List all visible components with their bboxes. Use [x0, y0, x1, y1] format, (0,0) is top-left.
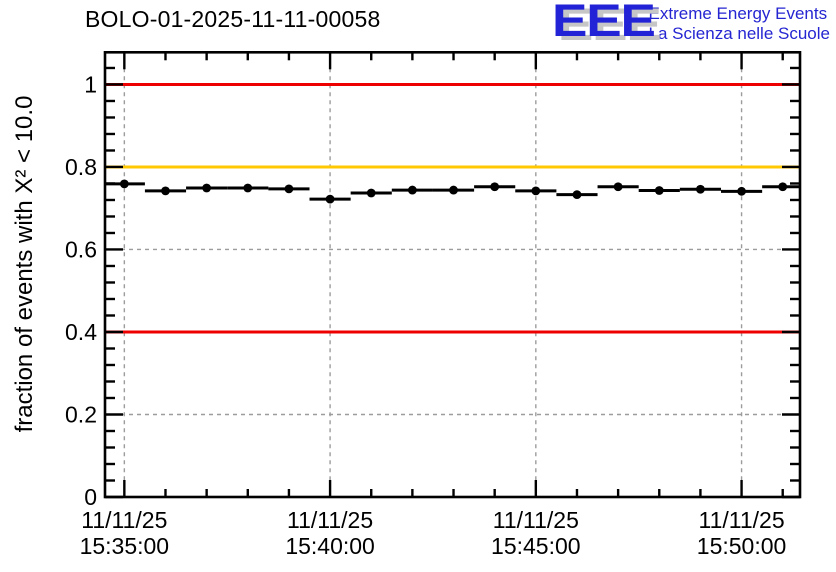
data-point-marker	[531, 186, 541, 196]
data-point-marker	[490, 182, 500, 192]
eee-logo-acronym: EEE	[552, 0, 656, 46]
x-tick-label-date: 11/11/25	[287, 507, 373, 533]
plot-frame	[103, 50, 802, 499]
data-point-marker	[572, 190, 582, 200]
eee-logo: EEE Extreme Energy Events La Scienza nel…	[552, 0, 830, 46]
data-point-marker	[243, 183, 253, 193]
data-point-marker	[778, 182, 788, 192]
data-point-marker	[407, 185, 417, 195]
data-point-marker	[737, 186, 746, 196]
y-tick-label: 0.4	[65, 319, 97, 345]
data-point-marker	[696, 184, 705, 194]
x-tick-label-time: 15:40:00	[285, 533, 375, 559]
data-point-marker	[284, 184, 294, 194]
x-tick-label-time: 15:50:00	[697, 533, 787, 559]
eee-logo-line1: Extreme Energy Events	[648, 4, 828, 23]
grid-lines	[105, 52, 800, 497]
data-point-marker	[161, 186, 170, 196]
x-tick-label-date: 11/11/25	[493, 507, 579, 533]
y-tick-label: 0.2	[65, 402, 97, 428]
x-tick-label-date: 11/11/25	[699, 507, 785, 533]
chart-title: BOLO-01-2025-11-11-00058	[85, 6, 381, 32]
data-series	[105, 179, 800, 204]
axis-ticks	[105, 52, 800, 499]
x-tick-label-date: 11/11/25	[81, 507, 167, 533]
x-tick-label-time: 15:45:00	[491, 533, 581, 559]
y-axis-title: fraction of events with X² < 10.0	[11, 95, 38, 433]
axis-tick-labels: 00.20.40.60.8111/11/2515:35:0011/11/2515…	[65, 72, 786, 559]
data-point-marker	[449, 185, 458, 195]
data-point-marker	[613, 182, 623, 192]
data-point-marker	[202, 183, 212, 193]
y-tick-label: 0	[84, 484, 97, 510]
data-point-marker	[325, 194, 335, 204]
data-point-marker	[119, 179, 129, 189]
data-point-marker	[366, 188, 376, 198]
eee-logo-line2: La Scienza nelle Scuole	[648, 24, 830, 43]
data-point-marker	[654, 186, 664, 195]
y-tick-label: 0.8	[65, 154, 97, 180]
y-tick-label: 1	[84, 72, 97, 98]
y-tick-label: 0.6	[65, 237, 97, 263]
x-tick-label-time: 15:35:00	[80, 533, 170, 559]
eee-logo-text: Extreme Energy Events La Scienza nelle S…	[649, 4, 830, 44]
